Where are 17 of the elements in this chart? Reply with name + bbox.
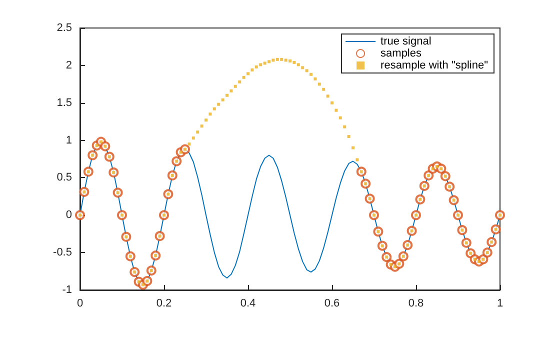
y-tick-label: 0.5	[56, 172, 72, 184]
x-tick-label: 1	[496, 298, 504, 310]
y-tick-label: -0.5	[53, 246, 72, 259]
y-tick-label: 1	[66, 134, 72, 146]
legend-label: true signal	[380, 36, 432, 48]
y-tick-label: -1	[62, 284, 72, 296]
y-tick-label: 2.5	[56, 22, 72, 34]
x-tick-label: 0.4	[240, 298, 256, 310]
legend-label: samples	[380, 48, 422, 60]
x-tick-label: 0.8	[408, 298, 424, 310]
y-tick-label: 1.5	[56, 96, 72, 109]
legend-label: resample with "spline"	[380, 60, 488, 72]
y-tick-label: 0	[66, 209, 72, 222]
x-tick-label: 0	[76, 298, 84, 310]
x-tick-label: 0.6	[324, 298, 340, 310]
x-tick-label: 0.2	[156, 298, 172, 310]
y-tick-label: 2	[66, 59, 72, 72]
